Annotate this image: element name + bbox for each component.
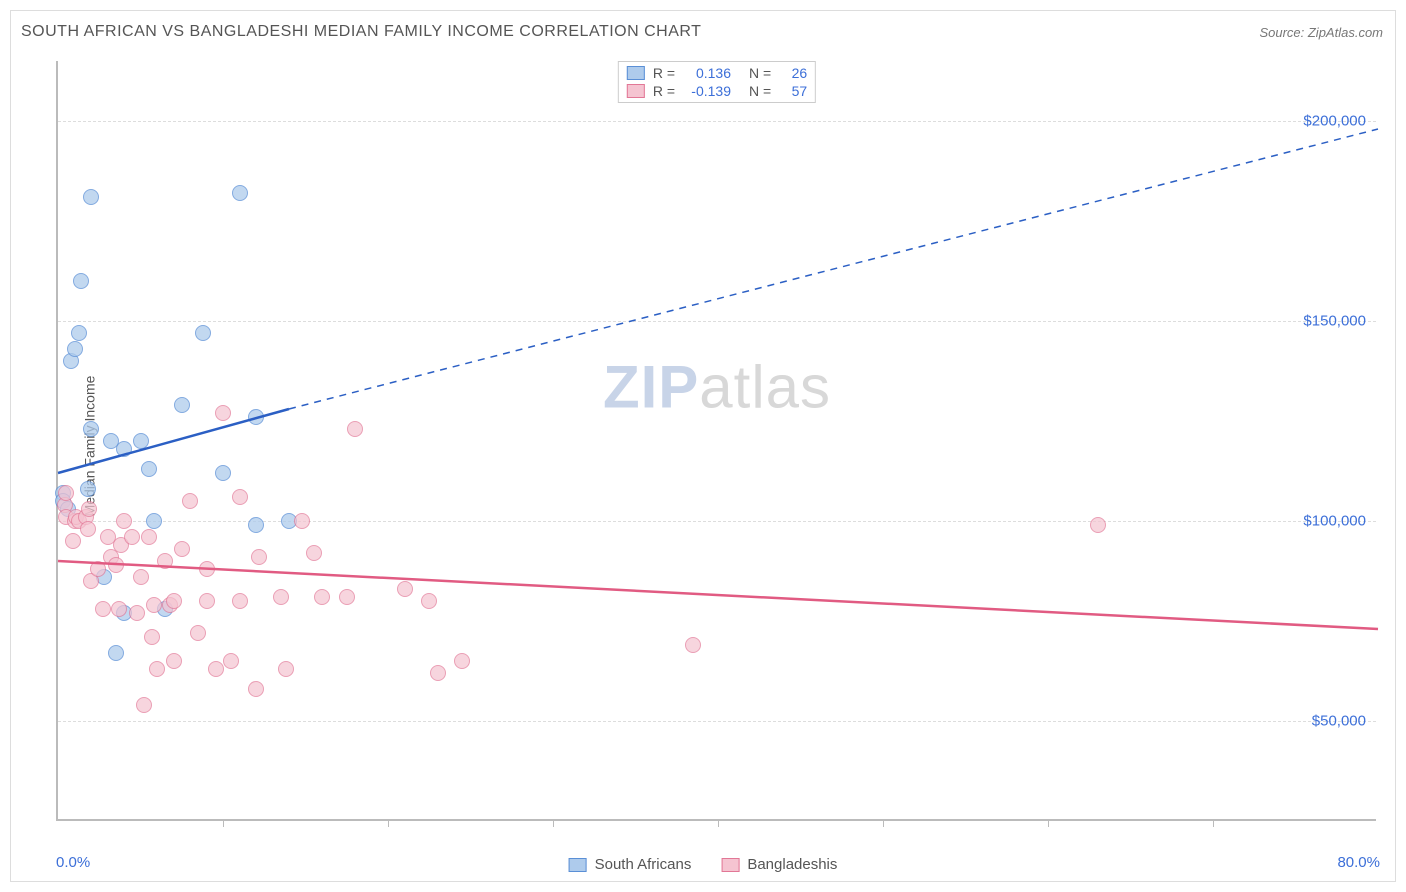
legend-swatch: [721, 858, 739, 872]
x-axis-min-label: 0.0%: [56, 854, 90, 871]
legend-label: South Africans: [595, 856, 692, 873]
legend: South Africans Bangladeshis: [569, 856, 838, 873]
legend-item: Bangladeshis: [721, 856, 837, 873]
legend-swatch: [569, 858, 587, 872]
legend-label: Bangladeshis: [747, 856, 837, 873]
legend-item: South Africans: [569, 856, 692, 873]
chart-title: SOUTH AFRICAN VS BANGLADESHI MEDIAN FAMI…: [21, 23, 701, 41]
chart-container: SOUTH AFRICAN VS BANGLADESHI MEDIAN FAMI…: [10, 10, 1396, 882]
source-label: Source: ZipAtlas.com: [1259, 25, 1383, 40]
x-axis-max-label: 80.0%: [1337, 854, 1380, 871]
plot-area: ZIPatlas R =0.136N =26R =-0.139N =57 $50…: [56, 61, 1376, 821]
trend-line: [58, 61, 1378, 821]
